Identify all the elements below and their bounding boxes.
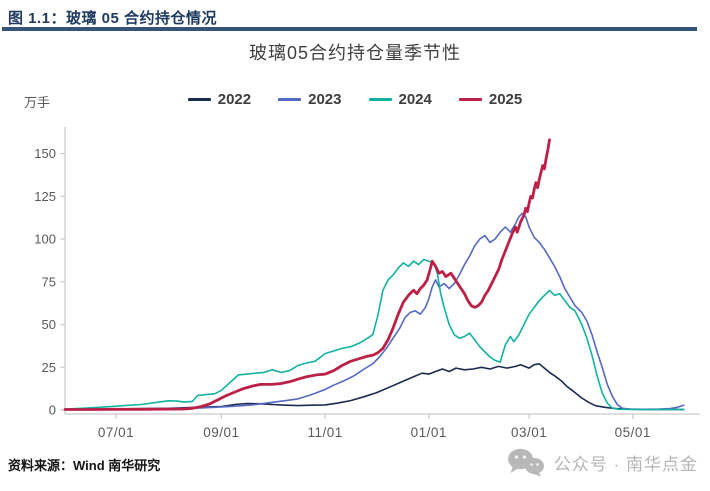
legend-item-2024: 2024 [368,91,432,108]
chart-legend: 2022 2023 2024 2025 [0,91,710,108]
wechat-label: 公众号 · 南华点金 [553,454,698,474]
legend-swatch-2024 [368,98,392,101]
figure-header: 图 1.1：玻璃 05 合约持仓情况 [8,7,217,28]
series-line-2023 [64,212,685,411]
wechat-icon [507,448,544,477]
legend-swatch-2022 [187,98,211,101]
chart-title: 玻璃05合约持仓量季节性 [248,43,462,63]
series-lines [63,138,685,411]
y-tick-label: 50 [42,317,56,332]
x-tick-label: 11/01 [307,425,342,440]
y-tick-label: 100 [34,232,56,247]
x-tick-label: 01/01 [411,425,447,440]
figure-header-label: 图 1.1：玻璃 05 合约持仓情况 [8,10,218,27]
y-tick-label: 150 [34,146,56,161]
series-line-2025 [63,138,551,411]
legend-label-2025: 2025 [488,91,523,108]
legend-swatch-2025 [458,98,482,101]
wechat-footer: 公众号 · 南华点金 [506,447,698,477]
y-tick-label: 125 [34,189,56,204]
y-tick-label: 25 [42,360,56,375]
x-tick-label: 03/01 [511,425,547,440]
y-tick-label: 0 [49,403,56,418]
x-tick-label: 09/01 [203,425,239,440]
y-tick-label: 75 [42,274,56,289]
series-line-2024 [64,258,685,411]
source-note: 资料来源：Wind 南华研究 [8,458,161,473]
legend-swatch-2023 [278,98,302,101]
legend-item-2023: 2023 [278,91,342,108]
legend-label-2023: 2023 [308,91,342,108]
legend-item-2022: 2022 [187,91,252,108]
legend-label-2022: 2022 [217,91,252,108]
legend-item-2025: 2025 [458,91,523,108]
header-rule [2,27,697,31]
x-axis-ticks: 07/01 09/01 11/01 01/01 03/01 05/01 [98,414,651,440]
y-axis-unit-label: 万手 [24,95,51,110]
x-tick-label: 07/01 [98,425,134,440]
x-tick-label: 05/01 [615,425,651,440]
y-axis-ticks: 0 25 50 75 100 125 150 [34,146,65,418]
legend-label-2024: 2024 [398,91,432,108]
